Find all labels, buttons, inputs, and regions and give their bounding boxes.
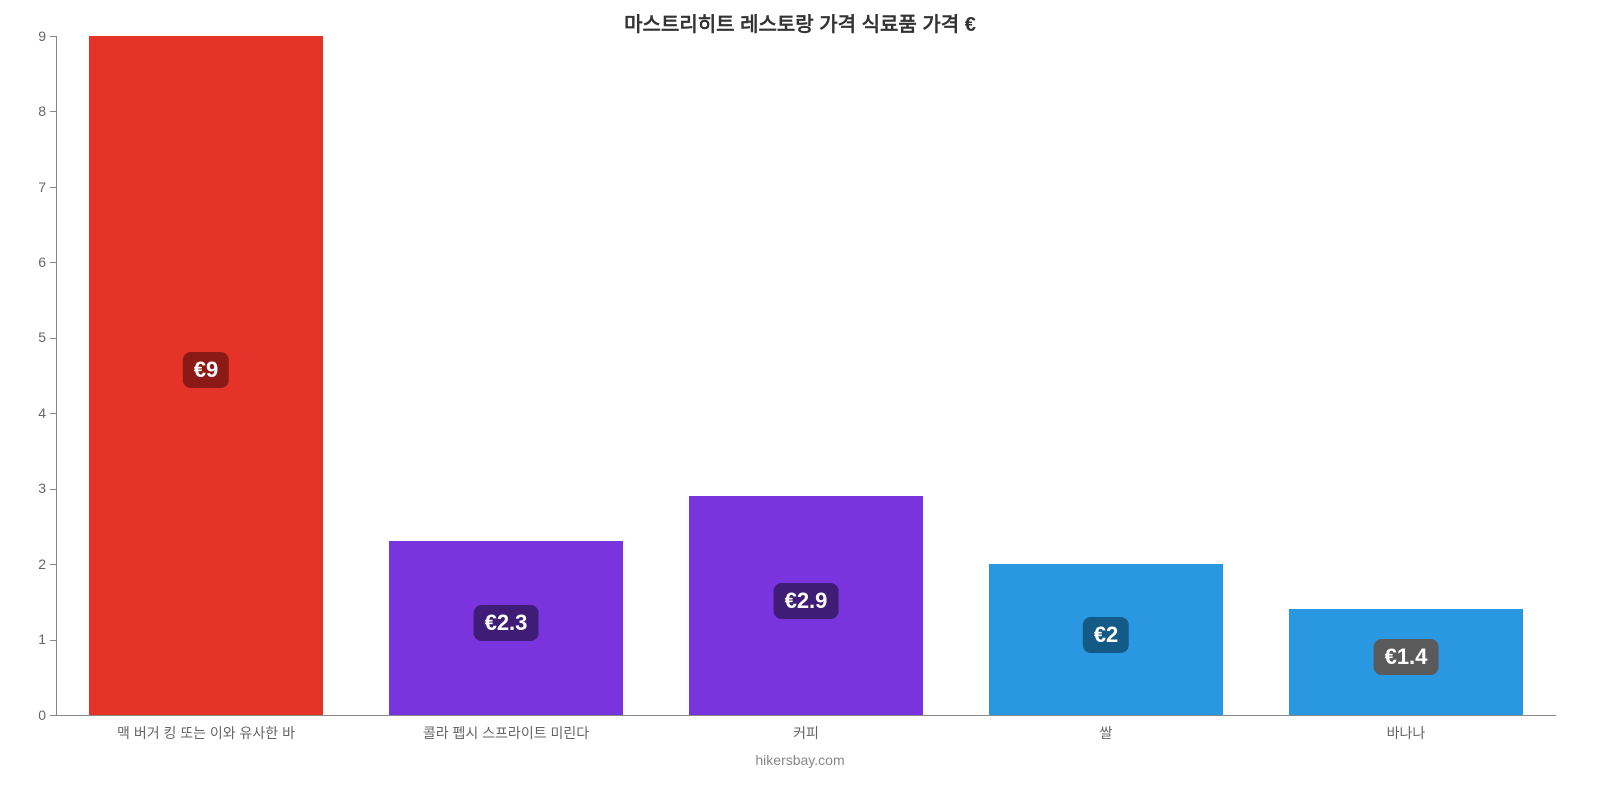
bar-soda: €2.3 [389, 541, 623, 715]
value-badge: €2 [1083, 617, 1129, 653]
y-tick-label: 2 [38, 556, 46, 572]
y-tick-mark [50, 413, 56, 414]
y-tick-mark [50, 111, 56, 112]
y-tick-label: 6 [38, 254, 46, 270]
y-tick-label: 9 [38, 28, 46, 44]
x-category-label: 바나나 [1256, 723, 1556, 743]
price-bar-chart: 마스트리히트 레스토랑 가격 식료품 가격 € €9맥 버거 킹 또는 이와 유… [0, 0, 1600, 800]
value-badge: €2.3 [474, 605, 539, 641]
y-tick-mark [50, 262, 56, 263]
bar-slot: €2.9커피 [656, 36, 956, 715]
x-category-label: 쌀 [956, 723, 1256, 743]
y-tick-label: 7 [38, 179, 46, 195]
bar-slot: €2.3콜라 펩시 스프라이트 미린다 [356, 36, 656, 715]
bar-slot: €9맥 버거 킹 또는 이와 유사한 바 [56, 36, 356, 715]
value-badge: €9 [183, 352, 229, 388]
y-tick-mark [50, 187, 56, 188]
value-badge: €1.4 [1374, 639, 1439, 675]
chart-title: 마스트리히트 레스토랑 가격 식료품 가격 € [0, 8, 1600, 37]
y-tick-mark [50, 564, 56, 565]
y-tick-label: 4 [38, 405, 46, 421]
bar-rice: €2 [989, 564, 1223, 715]
y-tick-label: 0 [38, 707, 46, 723]
y-tick-mark [50, 640, 56, 641]
y-tick-mark [50, 338, 56, 339]
bar-burger-king: €9 [89, 36, 323, 715]
bar-banana: €1.4 [1289, 609, 1523, 715]
plot-area: €9맥 버거 킹 또는 이와 유사한 바€2.3콜라 펩시 스프라이트 미린다€… [56, 36, 1556, 716]
y-tick-mark [50, 489, 56, 490]
bar-slot: €1.4바나나 [1256, 36, 1556, 715]
y-tick-mark [50, 715, 56, 716]
y-tick-label: 8 [38, 103, 46, 119]
bars-container: €9맥 버거 킹 또는 이와 유사한 바€2.3콜라 펩시 스프라이트 미린다€… [56, 36, 1556, 715]
y-tick-label: 1 [38, 631, 46, 647]
x-category-label: 커피 [656, 723, 956, 743]
y-tick-label: 5 [38, 329, 46, 345]
bar-slot: €2쌀 [956, 36, 1256, 715]
bar-coffee: €2.9 [689, 496, 923, 715]
source-attribution: hikersbay.com [0, 752, 1600, 768]
value-badge: €2.9 [774, 583, 839, 619]
x-category-label: 콜라 펩시 스프라이트 미린다 [356, 723, 656, 743]
y-tick-mark [50, 36, 56, 37]
y-tick-label: 3 [38, 480, 46, 496]
x-category-label: 맥 버거 킹 또는 이와 유사한 바 [56, 723, 356, 743]
